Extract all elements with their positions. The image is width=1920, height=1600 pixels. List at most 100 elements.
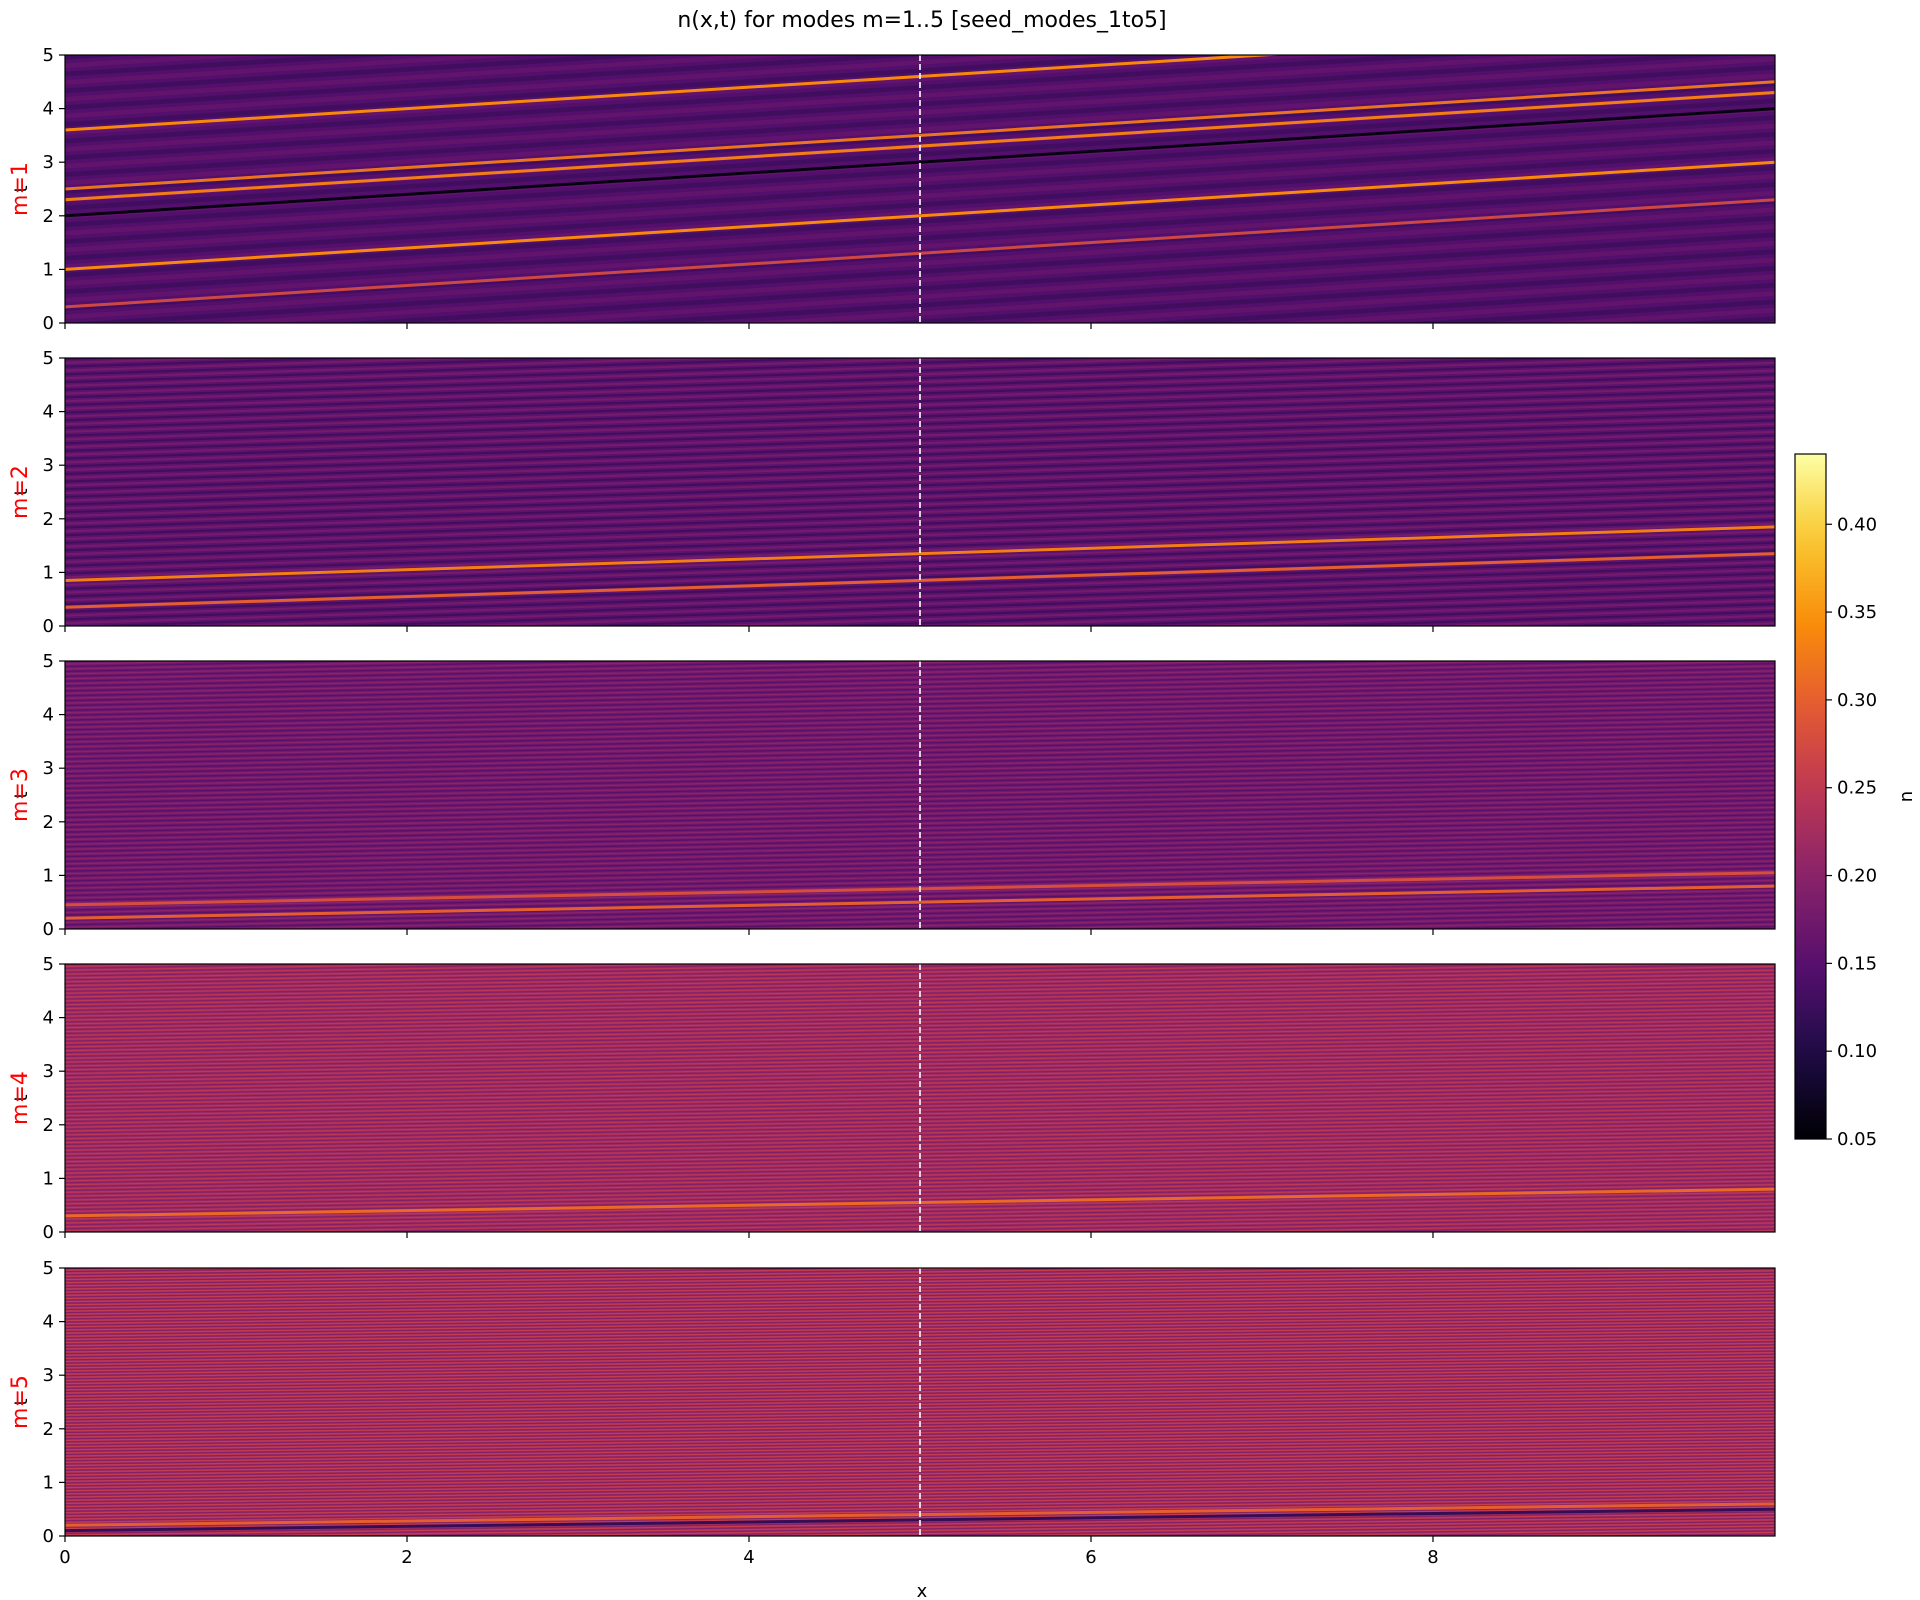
heatmap-band bbox=[431, 583, 1775, 626]
heatmap-band bbox=[65, 1471, 1775, 1495]
heatmap-band bbox=[65, 1082, 1775, 1111]
y-tick-label: 2 bbox=[43, 812, 54, 833]
heatmap-band bbox=[1408, 1226, 1775, 1232]
heatmap-band bbox=[1133, 282, 1775, 323]
heatmap-band bbox=[65, 1418, 1775, 1441]
heatmap-band bbox=[1489, 923, 1775, 929]
heatmap-band bbox=[65, 770, 1775, 804]
heatmap-band bbox=[65, 1390, 1775, 1413]
heatmap-band bbox=[866, 266, 1775, 323]
panel-m1: 0 1 2 3 4 5 tm=1 bbox=[8, 45, 1776, 334]
heatmap-band bbox=[65, 1363, 1775, 1386]
y-tick-label: 2 bbox=[43, 1115, 54, 1136]
heatmap-band bbox=[65, 1128, 1775, 1157]
heatmap-band bbox=[65, 1435, 1775, 1459]
heatmap-band bbox=[65, 867, 1775, 902]
heatmap-band bbox=[65, 1174, 1775, 1203]
heatmap-band bbox=[65, 1065, 1775, 1094]
heatmap-band bbox=[65, 1372, 1775, 1396]
heatmap-band bbox=[65, 787, 1775, 821]
heatmap-band bbox=[65, 1371, 1775, 1394]
heatmap-band bbox=[1164, 1222, 1775, 1232]
heatmap-band bbox=[65, 706, 1775, 741]
heatmap-band bbox=[65, 1301, 1775, 1325]
y-tick-label: 0 bbox=[43, 1526, 54, 1547]
y-tick-label: 1 bbox=[43, 1472, 54, 1493]
y-tick-label: 3 bbox=[43, 1365, 54, 1386]
heatmap-band bbox=[1267, 291, 1775, 323]
heatmap-band bbox=[65, 1234, 1775, 1262]
y-axis-label-t: t bbox=[11, 1094, 32, 1101]
heatmap-band bbox=[65, 55, 1208, 127]
heatmap-band bbox=[65, 1397, 1775, 1421]
y-tick-label: 5 bbox=[43, 954, 54, 975]
heatmap-band bbox=[65, 1537, 1775, 1559]
heatmap-band bbox=[819, 1524, 1775, 1536]
y-tick-label: 3 bbox=[43, 152, 54, 173]
mode-label: m=4 bbox=[8, 1071, 33, 1125]
heatmap-band bbox=[568, 1520, 1775, 1536]
heatmap-band bbox=[65, 661, 1562, 690]
mode-label: m=1 bbox=[8, 162, 33, 216]
heatmap-band bbox=[332, 232, 1775, 323]
heatmap-band bbox=[65, 55, 273, 68]
heatmap-m1 bbox=[65, 55, 1775, 323]
axes-frame bbox=[64, 1267, 1776, 1537]
heatmap-band bbox=[191, 1516, 1775, 1536]
heatmap-band bbox=[65, 661, 1691, 692]
y-tick-label: 2 bbox=[43, 206, 54, 227]
heatmap-band bbox=[65, 1344, 1775, 1367]
heatmap-band bbox=[65, 687, 1775, 721]
heatmap-band bbox=[65, 1002, 1775, 1031]
heatmap-band bbox=[65, 983, 1775, 1011]
heatmap-ridge bbox=[65, 107, 1775, 218]
panel-m5: 0 1 2 3 4 5 0 2 4 6 8 tm=5 bbox=[8, 1258, 1776, 1568]
heatmap-band bbox=[65, 1163, 1775, 1191]
heatmap-band bbox=[65, 55, 1742, 161]
y-axis-label-t: t bbox=[11, 185, 32, 192]
heatmap-band bbox=[65, 965, 1775, 994]
y-tick-label: 5 bbox=[43, 45, 54, 66]
heatmap-band bbox=[65, 661, 525, 670]
heatmap-band bbox=[65, 1319, 1775, 1342]
heatmap-band bbox=[65, 572, 1775, 626]
heatmap-band bbox=[1619, 926, 1775, 929]
heatmap-band bbox=[309, 1209, 1775, 1232]
heatmap-band bbox=[65, 723, 1775, 758]
heatmap-band bbox=[65, 1273, 1775, 1296]
heatmap-band bbox=[65, 1138, 1775, 1167]
heatmap-band bbox=[65, 933, 1775, 967]
x-axis-label: x bbox=[917, 1581, 928, 1600]
heatmap-band bbox=[65, 373, 1775, 430]
heatmap-band bbox=[65, 1019, 1775, 1048]
heatmap-band bbox=[65, 1201, 1775, 1230]
heatmap-band bbox=[65, 964, 133, 966]
heatmap-band bbox=[65, 545, 1775, 602]
heatmap-band bbox=[65, 1165, 1775, 1193]
heatmap-band bbox=[65, 1353, 1775, 1377]
x-tick-label: 2 bbox=[401, 1547, 412, 1568]
heatmap-band bbox=[65, 1336, 1775, 1359]
heatmap-band bbox=[65, 670, 1775, 704]
heatmap-band bbox=[65, 823, 1775, 858]
heatmap-band bbox=[65, 704, 1775, 738]
heatmap-band bbox=[65, 1497, 1775, 1520]
heatmap-band bbox=[798, 1216, 1775, 1232]
heatmap-band bbox=[65, 358, 1721, 410]
colorbar-tick-label: 0.15 bbox=[1837, 953, 1877, 974]
y-axis-label-t: t bbox=[11, 488, 32, 495]
heatmap-band bbox=[65, 55, 673, 94]
heatmap-band bbox=[65, 967, 1775, 996]
heatmap-band bbox=[65, 994, 1775, 1023]
x-tick-label: 6 bbox=[1085, 1547, 1096, 1568]
heatmap-band bbox=[65, 1326, 1775, 1350]
y-tick-label: 4 bbox=[43, 1008, 54, 1029]
heatmap-band bbox=[65, 740, 1775, 775]
heatmap-band bbox=[1574, 1533, 1775, 1536]
heatmap-band bbox=[65, 1021, 1775, 1050]
heatmap-band bbox=[65, 1191, 1775, 1220]
heatmap-band bbox=[65, 1453, 1775, 1476]
heatmap-band bbox=[65, 140, 1775, 253]
heatmap-band bbox=[65, 814, 1775, 848]
heatmap-band bbox=[65, 831, 1775, 865]
